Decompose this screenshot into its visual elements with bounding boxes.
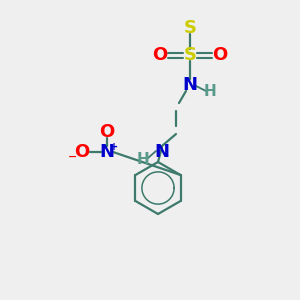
Text: +: +: [110, 142, 118, 152]
Text: O: O: [152, 46, 168, 64]
Text: H: H: [136, 152, 149, 166]
Text: N: N: [182, 76, 197, 94]
Text: S: S: [184, 46, 196, 64]
Text: S: S: [184, 19, 196, 37]
Text: N: N: [154, 143, 169, 161]
Text: N: N: [100, 143, 115, 161]
Text: −: −: [68, 152, 78, 162]
Text: O: O: [74, 143, 90, 161]
Text: H: H: [204, 85, 216, 100]
Text: O: O: [212, 46, 228, 64]
Text: O: O: [99, 123, 115, 141]
